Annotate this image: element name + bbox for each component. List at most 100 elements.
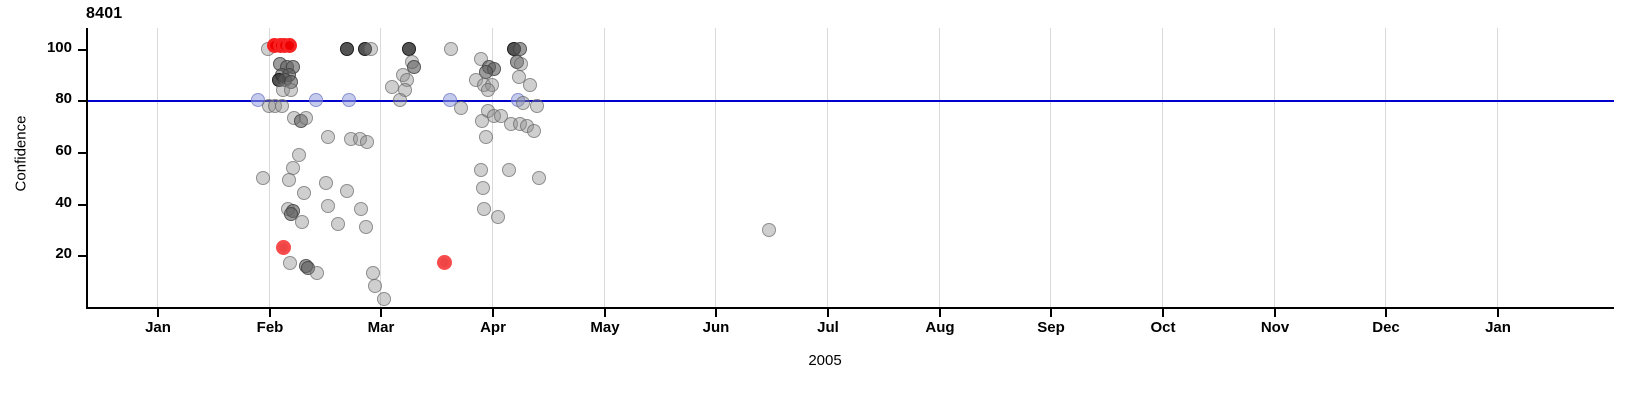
x-tick-label-aug-7: Aug: [925, 319, 955, 336]
data-point: [364, 41, 379, 56]
threshold-line: [88, 100, 1614, 102]
data-point: [308, 93, 323, 108]
x-tick-mark-0: [157, 309, 159, 317]
x-tick-mark-9: [1162, 309, 1164, 317]
data-point: [453, 101, 468, 116]
data-point: [297, 186, 312, 201]
data-point: [256, 170, 271, 185]
data-point: [443, 41, 458, 56]
gridline-jul-6: [827, 28, 828, 307]
data-point: [291, 147, 306, 162]
data-point: [339, 41, 354, 56]
data-point: [282, 256, 297, 271]
data-point: [761, 222, 776, 237]
data-point: [511, 70, 526, 85]
x-tick-mark-11: [1385, 309, 1387, 317]
x-tick-label-sep-8: Sep: [1037, 319, 1065, 336]
y-tick-mark-40: [78, 204, 86, 206]
x-tick-mark-5: [715, 309, 717, 317]
data-point: [354, 201, 369, 216]
gridline-feb-1: [269, 28, 270, 307]
x-tick-mark-4: [604, 309, 606, 317]
x-tick-label-apr-3: Apr: [480, 319, 506, 336]
x-tick-mark-1: [269, 309, 271, 317]
gridline-aug-7: [939, 28, 940, 307]
data-point: [480, 83, 495, 97]
x-tick-label-jan-12: Jan: [1485, 319, 1511, 336]
x-tick-label-jul-6: Jul: [817, 319, 839, 336]
y-tick-label-60: 60: [55, 142, 72, 159]
y-tick-label-40: 40: [55, 194, 72, 211]
x-tick-mark-12: [1497, 309, 1499, 317]
data-point: [516, 95, 531, 110]
data-point: [402, 41, 417, 56]
y-tick-mark-100: [78, 49, 86, 51]
gridline-jan-12: [1497, 28, 1498, 307]
data-point: [473, 163, 488, 178]
data-point: [358, 219, 373, 234]
x-tick-mark-6: [827, 309, 829, 317]
gridline-may-4: [604, 28, 605, 307]
data-point: [474, 114, 489, 128]
x-tick-mark-2: [380, 309, 382, 317]
x-tick-mark-7: [939, 309, 941, 317]
data-point: [284, 83, 298, 97]
data-point: [527, 124, 542, 139]
data-point: [442, 93, 457, 108]
data-point: [295, 214, 310, 229]
x-tick-label-nov-10: Nov: [1260, 319, 1290, 336]
data-point: [320, 129, 335, 144]
data-point: [436, 255, 452, 271]
data-point: [365, 266, 380, 281]
data-point: [281, 173, 296, 188]
data-point: [512, 41, 527, 56]
data-point: [298, 111, 313, 126]
data-point: [330, 217, 345, 232]
gridline-dec-11: [1385, 28, 1386, 307]
data-point: [479, 129, 494, 144]
data-point: [359, 134, 374, 149]
data-point: [275, 98, 290, 113]
data-point: [501, 163, 516, 178]
data-point: [367, 279, 382, 294]
y-tick-label-100: 100: [46, 39, 72, 56]
data-point: [490, 209, 505, 224]
y-axis-title: Confidence: [12, 115, 30, 192]
data-point: [514, 57, 529, 72]
data-point: [284, 207, 298, 221]
data-point: [342, 93, 357, 108]
data-point: [309, 266, 324, 281]
data-point: [339, 183, 354, 198]
data-point: [286, 160, 301, 175]
data-point: [393, 93, 408, 108]
x-tick-mark-8: [1050, 309, 1052, 317]
data-point: [320, 199, 335, 214]
data-point: [376, 292, 391, 307]
gridline-mar-2: [380, 28, 381, 307]
y-axis-line: [86, 28, 88, 309]
gridline-jun-5: [715, 28, 716, 307]
gridline-apr-3: [492, 28, 493, 307]
plot-area: [87, 28, 1614, 307]
data-point: [477, 201, 492, 216]
x-tick-mark-3: [492, 309, 494, 317]
y-tick-label-80: 80: [55, 90, 72, 107]
data-point: [276, 239, 292, 255]
data-point: [476, 181, 491, 196]
gridline-nov-10: [1274, 28, 1275, 307]
x-axis-title: 2005: [808, 352, 842, 369]
gridline-jan-0: [157, 28, 158, 307]
gridline-oct-9: [1162, 28, 1163, 307]
data-point: [281, 38, 297, 54]
y-tick-mark-80: [78, 100, 86, 102]
data-point: [522, 77, 537, 92]
y-tick-mark-60: [78, 152, 86, 154]
data-point: [529, 98, 544, 113]
x-tick-label-dec-11: Dec: [1372, 319, 1400, 336]
x-tick-label-mar-2: Mar: [367, 319, 395, 336]
x-tick-label-jun-5: Jun: [702, 319, 730, 336]
x-tick-label-jan-0: Jan: [145, 319, 171, 336]
gridline-sep-8: [1050, 28, 1051, 307]
x-axis-line: [86, 307, 1614, 309]
